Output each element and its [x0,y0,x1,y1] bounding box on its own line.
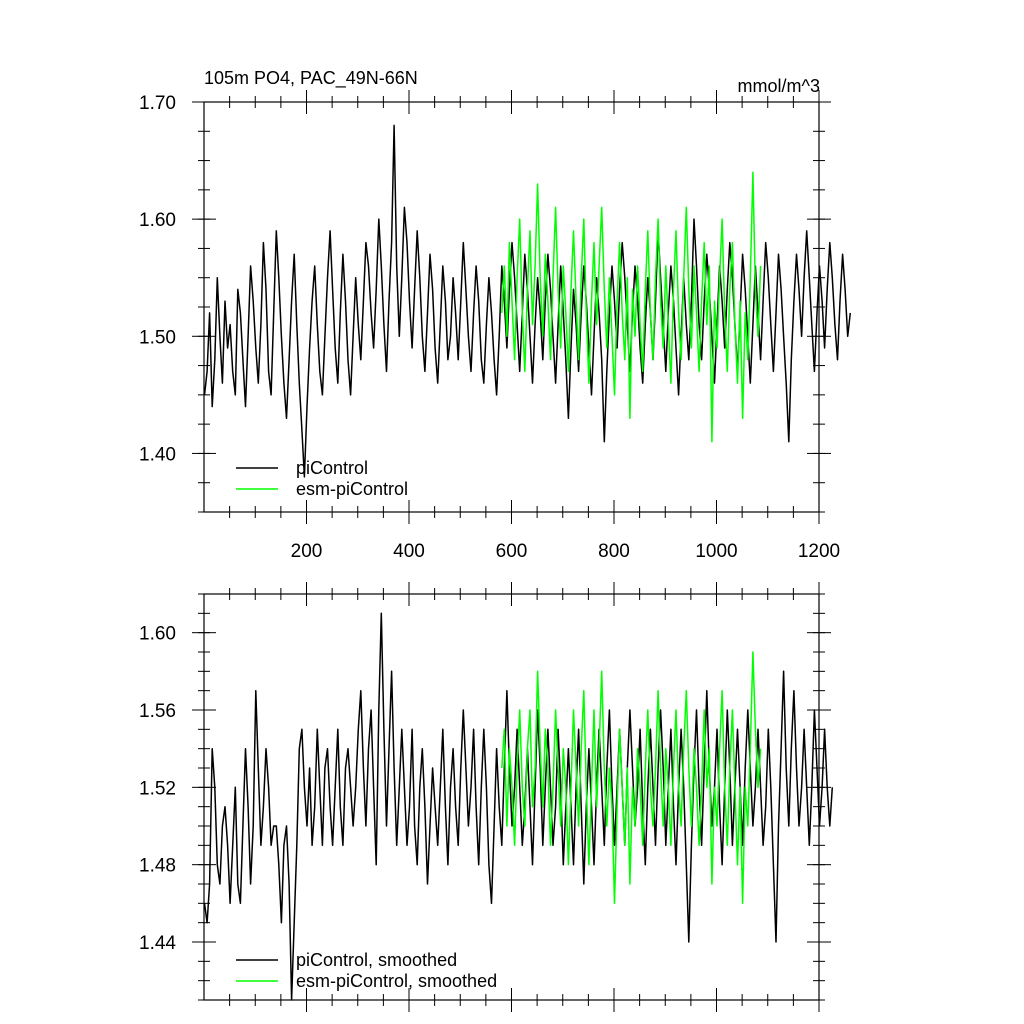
y-tick-label: 1.50 [139,327,176,348]
x-tick-label: 400 [393,541,425,562]
bottom-series-layer [203,612,834,1001]
y-tick-label: 1.52 [139,778,176,799]
x-tick-label: 200 [291,541,323,562]
y-tick-label: 1.60 [139,624,176,645]
legend-label: esm-piControl [296,479,408,499]
top-series-layer [203,124,852,478]
bottom-tick-layer: 1.44 1.48 1.52 1.56 1.60 [139,582,831,1012]
x-tick-label: 800 [598,541,630,562]
y-tick-label: 1.48 [139,856,176,877]
y-tick-label: 1.60 [139,210,176,231]
bottom-panel: 1.44 1.48 1.52 1.56 1.60 piControl, smoothed… [139,582,834,1012]
top-plot-frame [203,101,820,513]
x-tick-label: 1200 [798,541,840,562]
chart-title: 105m PO4, PAC_49N-66N [204,68,418,89]
y-tick-label: 1.56 [139,701,176,722]
series-line-esm-picontrol [501,171,762,443]
series-line-esm-picontrol [501,651,762,905]
y-tick-label: 1.44 [139,933,176,954]
y-tick-label: 1.40 [139,444,176,465]
x-tick-label: 1000 [695,541,737,562]
top-panel: 105m PO4, PAC_49N-66N mmol/m^3 200 400 600… [139,68,852,562]
y-tick-label: 1.70 [139,93,176,114]
legend-label: piControl, smoothed [296,950,457,970]
units-label: mmol/m^3 [738,76,820,96]
x-tick-label: 600 [496,541,528,562]
series-line-picontrol [203,612,834,1001]
legend-label: esm-piControl, smoothed [296,971,497,991]
bottom-plot-frame [203,593,820,1001]
legend-label: piControl [296,458,368,478]
top-tick-layer: 200 400 600 800 1000 1200 1.40 1.50 1.60 1.70 [139,90,840,562]
